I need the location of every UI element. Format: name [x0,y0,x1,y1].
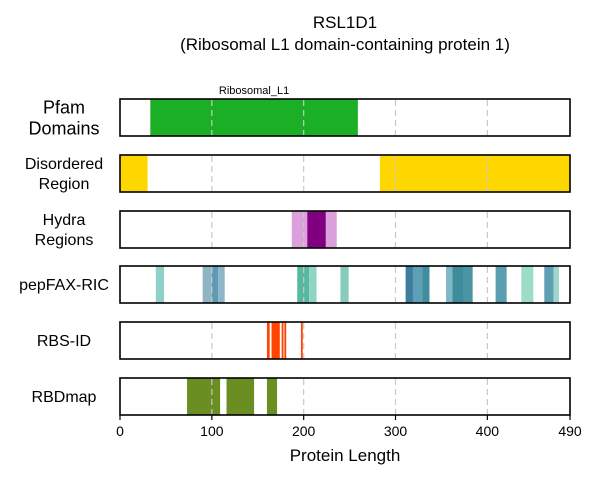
track-label: RBS-ID [37,333,91,350]
track-label-line: Pfam [43,97,85,117]
x-tick-label: 490 [558,423,582,439]
segment [412,266,423,303]
x-tick-label: 300 [384,423,408,439]
track: RBDmap [32,377,571,416]
segment [309,266,317,303]
track-label-line: Hydra [43,212,86,229]
track-label: pepFAX-RIC [19,277,109,294]
track-label: RBDmap [32,389,97,406]
track-label: Disordered Region [25,156,103,193]
segment [218,266,225,303]
segment-label: Ribosomal_L1 [219,85,289,97]
segment [405,266,413,303]
gridlines [211,100,488,414]
segment [284,322,287,359]
x-tick-label: 100 [200,423,224,439]
segment [521,266,534,303]
track: Ribosomal_L1 Pfam Domains [28,85,571,138]
segment [297,266,310,303]
track-label-line: RBS-ID [37,333,91,350]
track-border [119,377,571,416]
segment [553,266,559,303]
segment [307,211,326,248]
track-label-line: Domains [28,118,99,138]
x-tick-label: 0 [116,423,124,439]
track: Disordered Region [25,154,571,193]
x-axis-label: Protein Length [290,446,401,465]
track-border [119,98,571,137]
tracks: Ribosomal_L1 Pfam Domains Disordered Region H… [19,85,571,416]
segment [266,378,278,415]
track-label-line: Region [39,176,90,193]
segment [379,155,570,192]
track-border [119,210,571,249]
track-label: Hydra Regions [35,212,94,249]
segment [463,266,473,303]
segment [226,378,255,415]
chart-subtitle: (Ribosomal L1 domain-containing protein … [180,35,510,54]
segment [422,266,430,303]
segment [120,155,148,192]
x-axis: 0 100 200 300 400 490 [116,415,582,439]
x-tick-label: 200 [292,423,316,439]
track-label-line: Regions [35,232,94,249]
track-label-line: RBDmap [32,389,97,406]
track-label-line: Disordered [25,156,103,173]
segment [155,266,165,303]
track-border [119,321,571,360]
segment [495,266,507,303]
segment [281,322,284,359]
chart-title: RSL1D1 [313,13,377,32]
segment [211,266,219,303]
track-label: Pfam Domains [28,97,99,138]
track: pepFAX-RIC [19,265,571,304]
segment [271,322,280,359]
segment [150,99,358,136]
segment [452,266,464,303]
track: Hydra Regions [35,210,571,249]
track-label-line: pepFAX-RIC [19,277,109,294]
track: RBS-ID [37,321,571,360]
track-border [119,154,571,193]
segment [266,322,270,359]
segment [202,266,212,303]
segment [300,322,303,359]
segment [544,266,554,303]
segment [187,378,221,415]
segment [340,266,349,303]
x-tick-label: 400 [476,423,500,439]
track-border [119,265,571,304]
segment [446,266,453,303]
